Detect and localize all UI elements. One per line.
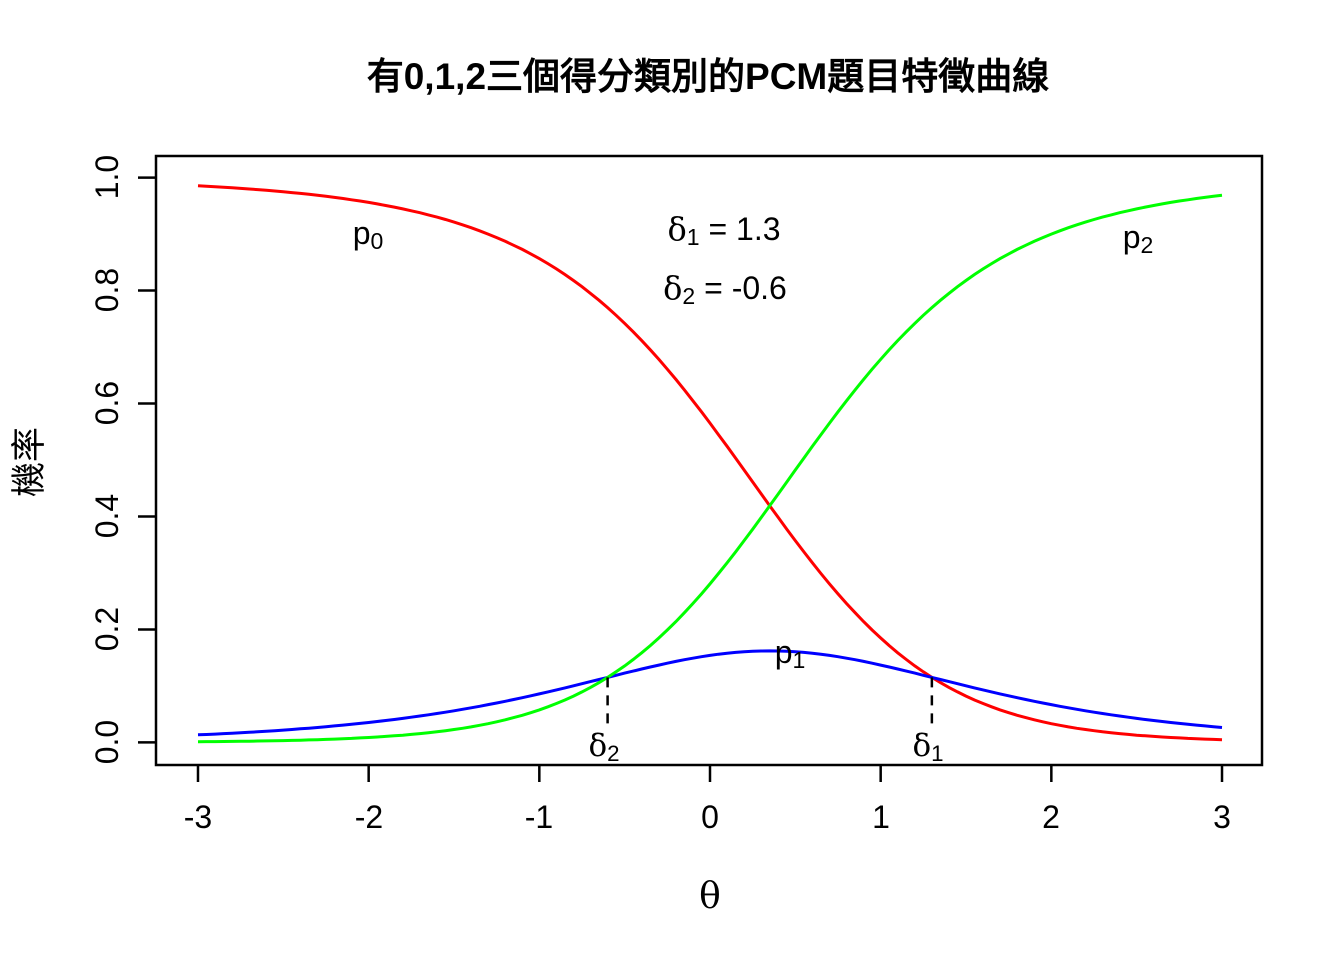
x-tick-label-3: 3 xyxy=(1213,799,1231,835)
curve-p1 xyxy=(197,649,1223,737)
x-tick-label-neg3: -3 xyxy=(183,799,213,835)
x-tick-label-neg2: -2 xyxy=(354,799,384,835)
delta-symbol: δ xyxy=(663,269,683,307)
chart-title: 有0,1,2三個得分類別的PCM題目特徵曲線 xyxy=(366,56,1050,97)
y-tick-label-0.0: 0.0 xyxy=(89,719,125,765)
y-tick-label-0.4: 0.4 xyxy=(89,493,125,539)
curve-label-p1: p1 xyxy=(740,634,840,674)
x-tick-label-2: 2 xyxy=(1042,799,1060,835)
curve-label-p0-sub: 0 xyxy=(370,228,384,255)
curve-label-p2-sub: 2 xyxy=(1140,232,1154,259)
y-tick-label-0.6: 0.6 xyxy=(89,380,125,426)
y-axis-title: 機率 xyxy=(10,427,49,498)
delta-symbol: δ xyxy=(667,210,687,248)
x-axis-title: θ xyxy=(699,876,721,917)
curve-label-p2: p2 xyxy=(1088,219,1188,259)
curve-label-p1-base: p xyxy=(774,634,793,670)
y-tick-label-0.8: 0.8 xyxy=(89,267,125,313)
annotation-delta2-value: = -0.6 xyxy=(695,270,787,306)
x-tick-label-neg1: -1 xyxy=(524,799,554,835)
y-tick-label-1.0: 1.0 xyxy=(89,154,125,200)
threshold-label-delta1: δ1 xyxy=(878,728,978,766)
annotation-delta1-sub: 1 xyxy=(686,224,700,251)
curve-p0 xyxy=(197,184,1223,742)
y-tick-label-0.2: 0.2 xyxy=(89,606,125,652)
threshold-label-delta2-sub: 2 xyxy=(607,740,620,766)
annotation-delta1-value: = 1.3 xyxy=(699,211,781,247)
x-tick-label-1: 1 xyxy=(872,799,890,835)
curve-p2 xyxy=(197,193,1223,744)
threshold-label-delta2: δ2 xyxy=(554,728,654,766)
threshold-label-delta1-sub: 1 xyxy=(931,740,944,766)
curve-label-p0: p0 xyxy=(318,215,418,255)
annotation-delta2: δ2 = -0.6 xyxy=(625,269,825,310)
annotation-delta2-sub: 2 xyxy=(682,283,696,310)
delta-symbol: δ xyxy=(588,728,608,764)
annotation-delta1: δ1 = 1.3 xyxy=(624,210,824,251)
x-tick-label-0: 0 xyxy=(701,799,719,835)
curve-label-p2-base: p xyxy=(1122,219,1141,255)
curve-label-p0-base: p xyxy=(352,215,371,251)
curve-label-p1-sub: 1 xyxy=(792,647,806,674)
delta-symbol: δ xyxy=(912,728,932,764)
